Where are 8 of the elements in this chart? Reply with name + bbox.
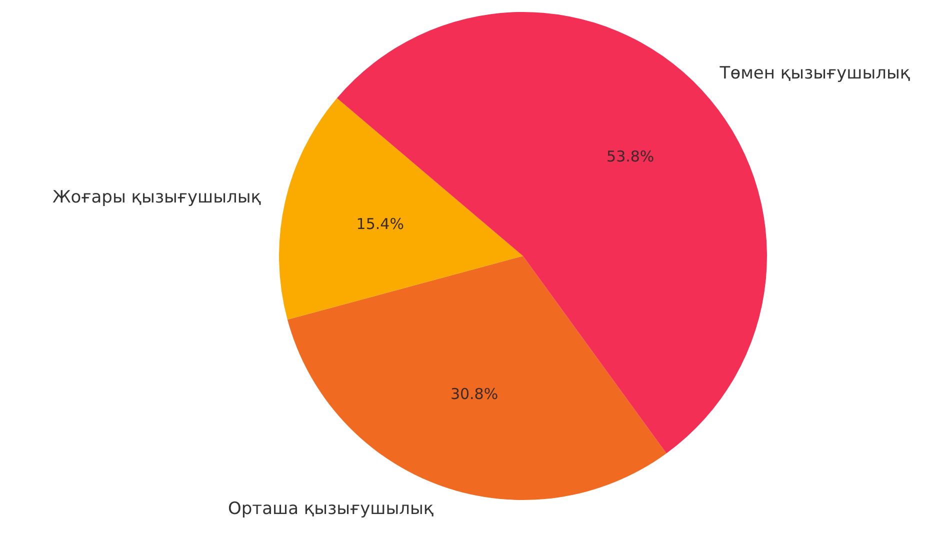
data-label: 53.8% (606, 147, 654, 166)
slice-label: Жоғары қызығушылық (52, 187, 262, 208)
slice-label: Орташа қызығушылық (228, 499, 434, 520)
pie-slice (279, 98, 523, 320)
data-label: 30.8% (450, 385, 498, 404)
pie-slice (287, 256, 666, 500)
data-label: 15.4% (356, 215, 404, 234)
slice-label: Төмен қызығушылық (718, 64, 910, 84)
